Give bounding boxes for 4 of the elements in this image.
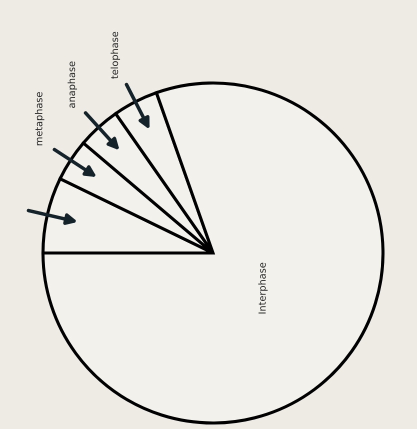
slice-label: metaphase (34, 92, 44, 146)
slice-label: Interphase (258, 262, 268, 314)
slice-label: anaphase (68, 62, 78, 108)
slice-label: telophase (110, 32, 120, 79)
